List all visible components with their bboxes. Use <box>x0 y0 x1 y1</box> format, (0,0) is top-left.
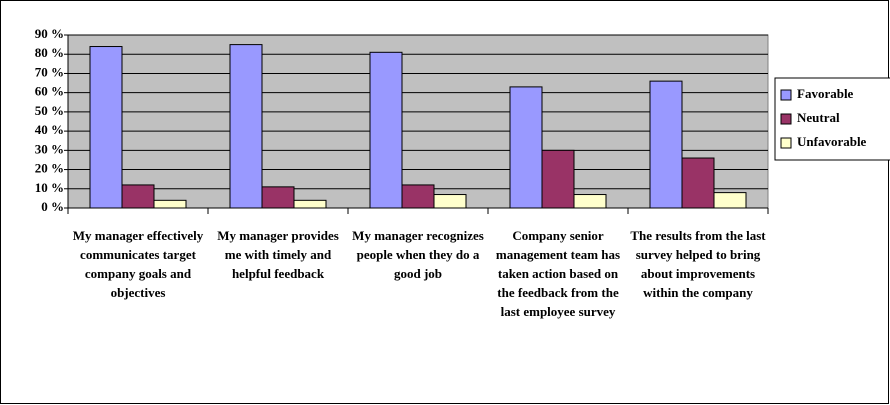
y-tick-label: 80 % <box>35 45 64 60</box>
y-tick-label: 90 % <box>35 26 64 41</box>
y-tick-label: 40 % <box>35 122 64 137</box>
bar <box>89 46 123 209</box>
x-tick-label: My manager effectively communicates targ… <box>72 228 204 300</box>
bar <box>121 184 155 209</box>
x-tick-label: My manager provides me with timely and h… <box>217 228 339 281</box>
bar <box>433 194 467 209</box>
legend-swatch <box>780 137 792 149</box>
bar <box>509 86 543 209</box>
legend-swatch <box>780 113 792 125</box>
legend-swatch <box>780 89 792 101</box>
x-tick-label: Company senior management team has taken… <box>495 228 621 319</box>
legend-label: Favorable <box>797 86 854 101</box>
y-tick-label: 10 % <box>35 180 64 195</box>
x-tick-label: My manager recognizes people when they d… <box>352 228 484 281</box>
bar <box>649 80 683 209</box>
bar <box>401 184 435 209</box>
bar <box>713 192 747 209</box>
y-tick-label: 50 % <box>35 103 64 118</box>
x-tick-label: The results from the last survey helped … <box>630 228 766 300</box>
bar <box>541 149 575 209</box>
bar <box>573 194 607 209</box>
y-tick-label: 60 % <box>35 84 64 99</box>
legend-box <box>774 77 890 161</box>
bar <box>293 199 327 209</box>
bar <box>681 157 715 209</box>
y-tick-label: 20 % <box>35 161 64 176</box>
y-tick-label: 0 % <box>41 199 64 214</box>
bar <box>261 186 295 209</box>
y-tick-label: 30 % <box>35 141 64 156</box>
bar <box>369 51 403 209</box>
bar <box>229 44 263 209</box>
y-tick-label: 70 % <box>35 64 64 79</box>
bar <box>153 199 187 209</box>
legend-label: Unfavorable <box>797 134 867 149</box>
legend-label: Neutral <box>797 110 840 125</box>
